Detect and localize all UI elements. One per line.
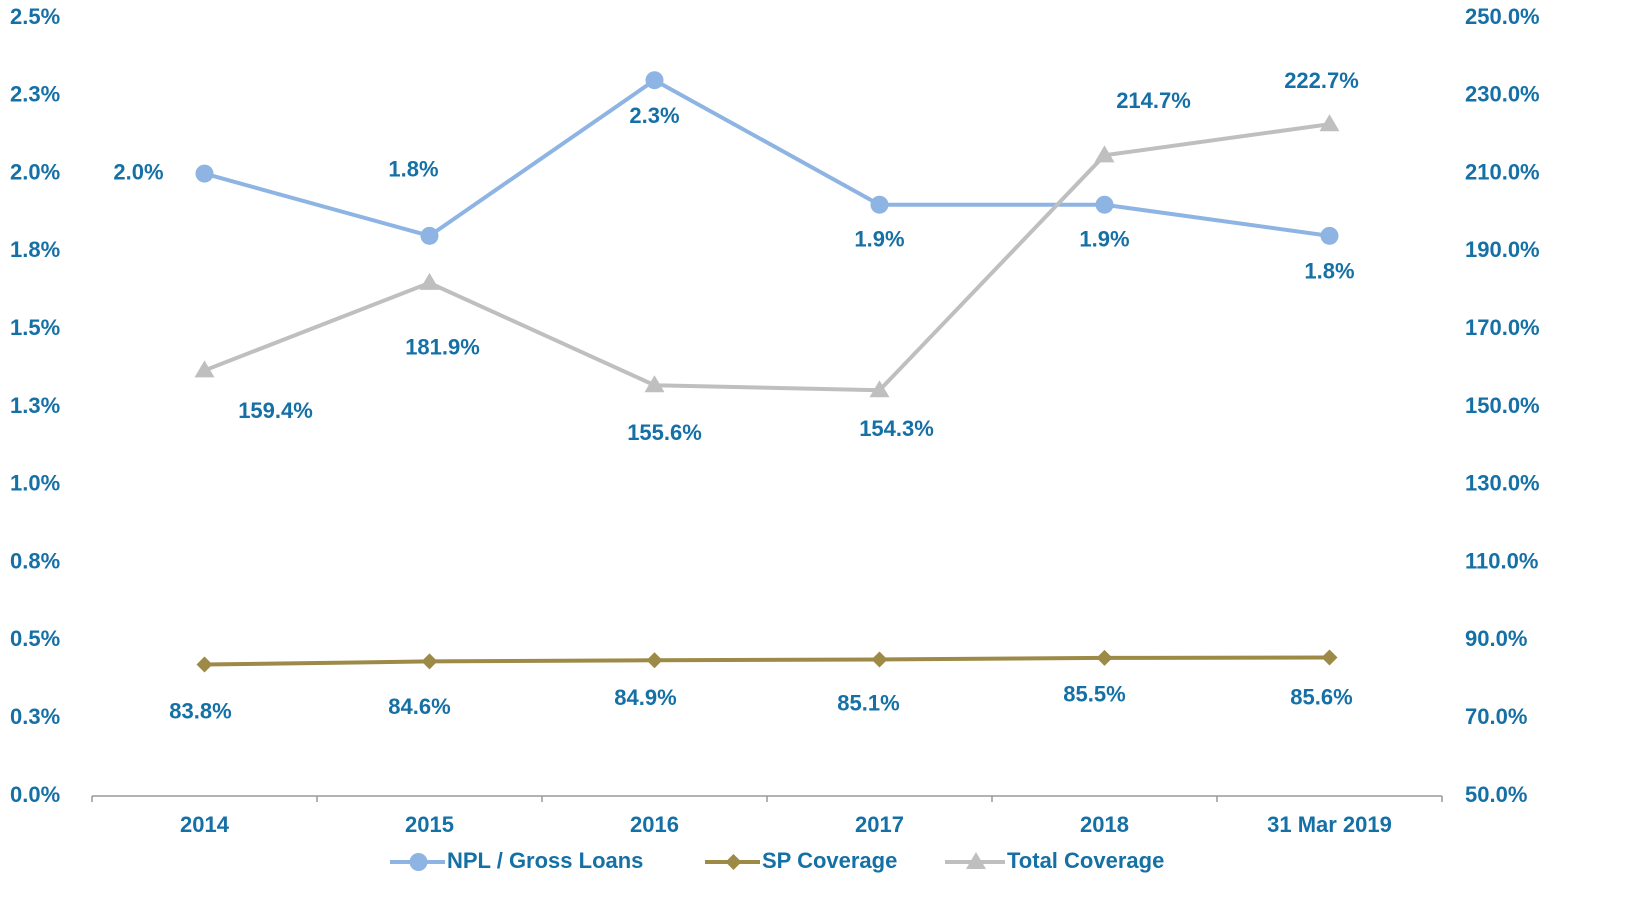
marker (419, 272, 440, 290)
marker (966, 852, 986, 869)
series-line (204, 655, 1330, 667)
data-label: 1.8% (388, 157, 438, 182)
marker (195, 164, 214, 183)
y2-tick-label: 70.0% (1465, 704, 1527, 729)
y-tick-label: 2.5% (10, 4, 60, 29)
y2-tick-label: 250.0% (1465, 4, 1540, 29)
legend-label: NPL / Gross Loans (447, 848, 643, 873)
data-label: 181.9% (405, 335, 480, 360)
x-tick-label: 31 Mar 2019 (1267, 812, 1392, 837)
marker (1096, 649, 1113, 666)
x-tick-label: 2018 (1080, 812, 1129, 837)
series-line (203, 77, 1330, 239)
marker (646, 652, 663, 669)
data-label: 83.8% (169, 698, 231, 723)
marker (645, 71, 664, 90)
y-tick-label: 0.3% (10, 704, 60, 729)
marker (421, 653, 438, 670)
marker (869, 380, 890, 398)
x-tick-label: 2017 (855, 812, 904, 837)
y-tick-label: 1.3% (10, 393, 60, 418)
data-label: 222.7% (1284, 68, 1359, 93)
data-label: 85.6% (1290, 684, 1352, 709)
data-label: 154.3% (859, 416, 934, 441)
x-tick-label: 2014 (180, 812, 230, 837)
y2-tick-label: 190.0% (1465, 237, 1540, 262)
data-label: 2.0% (113, 159, 163, 184)
marker (409, 853, 428, 871)
marker (196, 656, 213, 673)
marker (644, 375, 665, 393)
data-label: 155.6% (627, 420, 702, 445)
y2-tick-label: 170.0% (1465, 315, 1540, 340)
x-tick-label: 2016 (630, 812, 679, 837)
y-tick-label: 2.0% (10, 159, 60, 184)
y2-tick-label: 130.0% (1465, 471, 1540, 496)
y2-tick-label: 110.0% (1465, 548, 1538, 573)
data-label: 1.8% (1304, 259, 1354, 284)
data-label: 84.9% (614, 685, 676, 710)
marker (1319, 114, 1340, 132)
series-line (203, 122, 1330, 393)
x-tick-label: 2015 (405, 812, 454, 837)
data-label: 214.7% (1116, 88, 1191, 113)
y-tick-label: 0.5% (10, 626, 60, 651)
legend-label: SP Coverage (762, 848, 897, 873)
marker (420, 226, 439, 245)
data-label: 2.3% (629, 103, 679, 128)
marker (1321, 649, 1338, 666)
marker (871, 651, 888, 668)
y-tick-label: 0.0% (10, 782, 60, 807)
marker (1095, 195, 1114, 214)
marker (1094, 145, 1115, 163)
y2-tick-label: 210.0% (1465, 159, 1540, 184)
y-tick-label: 1.8% (10, 237, 60, 262)
y2-tick-label: 90.0% (1465, 626, 1527, 651)
y-tick-label: 0.8% (10, 548, 60, 573)
y-tick-label: 1.5% (10, 315, 60, 340)
y2-tick-label: 50.0% (1465, 782, 1527, 807)
marker (194, 360, 215, 378)
marker (870, 195, 889, 214)
y-tick-label: 2.3% (10, 82, 60, 107)
data-label: 85.5% (1063, 682, 1125, 707)
marker (725, 854, 742, 870)
data-label: 85.1% (837, 690, 899, 715)
data-label: 159.4% (238, 398, 313, 423)
marker (1320, 226, 1339, 245)
data-label: 1.9% (854, 227, 904, 252)
y2-tick-label: 230.0% (1465, 82, 1540, 107)
data-label: 84.6% (388, 694, 450, 719)
legend-label: Total Coverage (1007, 848, 1164, 873)
y-tick-label: 1.0% (10, 471, 60, 496)
data-label: 1.9% (1079, 227, 1129, 252)
y2-tick-label: 150.0% (1465, 393, 1540, 418)
